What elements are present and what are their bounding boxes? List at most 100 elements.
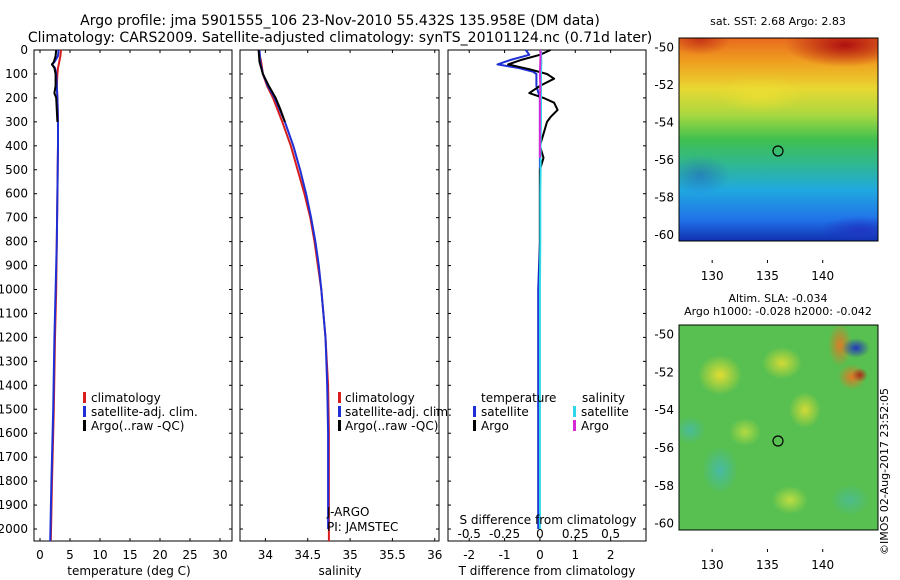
top-x-tick-label: 0.5 [601, 527, 620, 541]
legend-argo: Argo(..raw -QC) [91, 419, 184, 433]
legend-temp-satellite: satellite [481, 405, 529, 419]
depth-tick-label: 1000 [0, 283, 28, 297]
legend-satellite-adj: satellite-adj. clim. [91, 405, 198, 419]
difference-panel-frame [447, 49, 647, 542]
depth-tick-label: 1200 [0, 330, 28, 344]
x-tick-label: 30 [212, 548, 227, 562]
argo-position-marker [772, 435, 784, 447]
x-tick-label: 36 [427, 548, 442, 562]
x-tick-label: 15 [122, 548, 137, 562]
difference-legend: temperature satellite Argo salinity sate… [473, 391, 629, 433]
map-y-tick-label: -60 [654, 517, 674, 531]
x-tick-label: 5 [66, 548, 74, 562]
depth-tick-label: 800 [5, 235, 28, 249]
depth-tick-label: 1600 [0, 426, 28, 440]
map-y-tick-label: -56 [654, 441, 674, 455]
depth-tick-label: 700 [5, 211, 28, 225]
depth-tick-label: 1100 [0, 306, 28, 320]
x-tick-label: 1 [571, 548, 579, 562]
sla-map-title: Altim. SLA: -0.034 [728, 292, 827, 305]
temperature-legend: climatology satellite-adj. clim. Argo(..… [83, 391, 198, 433]
sst-field [679, 38, 878, 241]
legend-temp-argo: Argo [481, 419, 509, 433]
legend-climatology: climatology [345, 391, 415, 405]
depth-tick-label: 1700 [0, 450, 28, 464]
map-x-tick-label: 135 [756, 558, 779, 572]
argo-position-marker [772, 145, 784, 157]
map-y-tick-label: -54 [654, 115, 674, 129]
depth-tick-label: 600 [5, 187, 28, 201]
depth-tick-label: 200 [5, 91, 28, 105]
depth-tick-label: 0 [20, 43, 28, 57]
depth-tick-label: 1500 [0, 402, 28, 416]
annotation-jargo: J-ARGO [326, 505, 369, 519]
title-line-2: Climatology: CARS2009. Satellite-adjuste… [27, 30, 653, 46]
depth-tick-label: 1400 [0, 378, 28, 392]
temperature-xlabel: temperature (deg C) [67, 564, 190, 578]
legend-salinity-title: salinity [582, 391, 625, 405]
depth-tick-label: 900 [5, 259, 28, 273]
map-x-tick-label: 140 [811, 269, 834, 283]
sla-field [679, 325, 878, 530]
x-tick-label: 34.5 [294, 548, 321, 562]
map-x-tick-label: 140 [811, 558, 834, 572]
series-line-climatology [257, 49, 330, 541]
map-y-tick-label: -56 [654, 153, 674, 167]
salinity-panel-frame [239, 49, 440, 542]
difference-xlabel-top: S difference from climatology [460, 513, 637, 527]
map-y-tick-label: -50 [654, 40, 674, 54]
legend-sal-satellite: satellite [581, 405, 629, 419]
map-y-tick-label: -58 [654, 190, 674, 204]
map-x-tick-label: 135 [756, 269, 779, 283]
legend-argo: Argo(..raw -QC) [345, 419, 438, 433]
sla-map [678, 324, 879, 531]
x-tick-label: 25 [182, 548, 197, 562]
x-tick-label: 35.5 [379, 548, 406, 562]
depth-tick-label: 1800 [0, 474, 28, 488]
x-tick-label: 0 [36, 548, 44, 562]
top-x-tick-label: -0.5 [458, 527, 481, 541]
x-tick-label: -1 [499, 548, 511, 562]
series-line-argo-raw-qc- [257, 49, 286, 123]
depth-tick-label: 1900 [0, 498, 28, 512]
title-line-1: Argo profile: jma 5901555_106 23-Nov-201… [80, 13, 600, 29]
depth-axis: 0 100 200 300 400 500 600 700 800 900 1000 1100 1200… [0, 43, 646, 536]
map-x-tick-label: 130 [701, 558, 724, 572]
sst-map [678, 37, 879, 242]
legend-sal-argo: Argo [581, 419, 609, 433]
map-x-tick-label: 130 [701, 269, 724, 283]
x-tick-label: 20 [152, 548, 167, 562]
x-tick-label: 10 [92, 548, 107, 562]
series-line-satellite-adj-clim- [258, 49, 330, 529]
sla-map-subtitle: Argo h1000: -0.028 h2000: -0.042 [684, 305, 872, 318]
legend-satellite-adj: satellite-adj. clim. [345, 405, 452, 419]
temperature-panel-frame [33, 49, 233, 542]
depth-tick-label: 100 [5, 67, 28, 81]
map-y-tick-label: -58 [654, 479, 674, 493]
series-line-satellite-adj-clim- [49, 49, 60, 542]
depth-tick-label: 300 [5, 115, 28, 129]
series-line-argo-raw-qc- [51, 49, 59, 122]
depth-tick-label: 400 [5, 139, 28, 153]
salinity-xlabel: salinity [318, 564, 361, 578]
sst-map-title: sat. SST: 2.68 Argo: 2.83 [710, 15, 846, 28]
depth-tick-label: 1300 [0, 354, 28, 368]
map-y-tick-label: -60 [654, 228, 674, 242]
credit-text: ©IMOS 02-Aug-2017 23:52:05 [878, 388, 891, 555]
map-y-tick-label: -54 [654, 403, 674, 417]
legend-climatology: climatology [91, 391, 161, 405]
top-x-tick-label: 0 [536, 527, 544, 541]
x-tick-label: 0 [536, 548, 544, 562]
x-tick-label: 35 [342, 548, 357, 562]
top-x-tick-label: -0.25 [489, 527, 520, 541]
top-x-tick-label: 0.25 [562, 527, 589, 541]
depth-tick-label: 2000 [0, 522, 28, 536]
x-tick-label: -2 [463, 548, 475, 562]
series-line-salinity-argo [538, 49, 542, 158]
depth-tick-label: 500 [5, 163, 28, 177]
salinity-legend: climatology satellite-adj. clim. Argo(..… [338, 391, 452, 433]
map-y-tick-label: -50 [654, 327, 674, 341]
annotation-pi: PI: JAMSTEC [327, 520, 398, 534]
legend-temperature-title: temperature [481, 391, 556, 405]
